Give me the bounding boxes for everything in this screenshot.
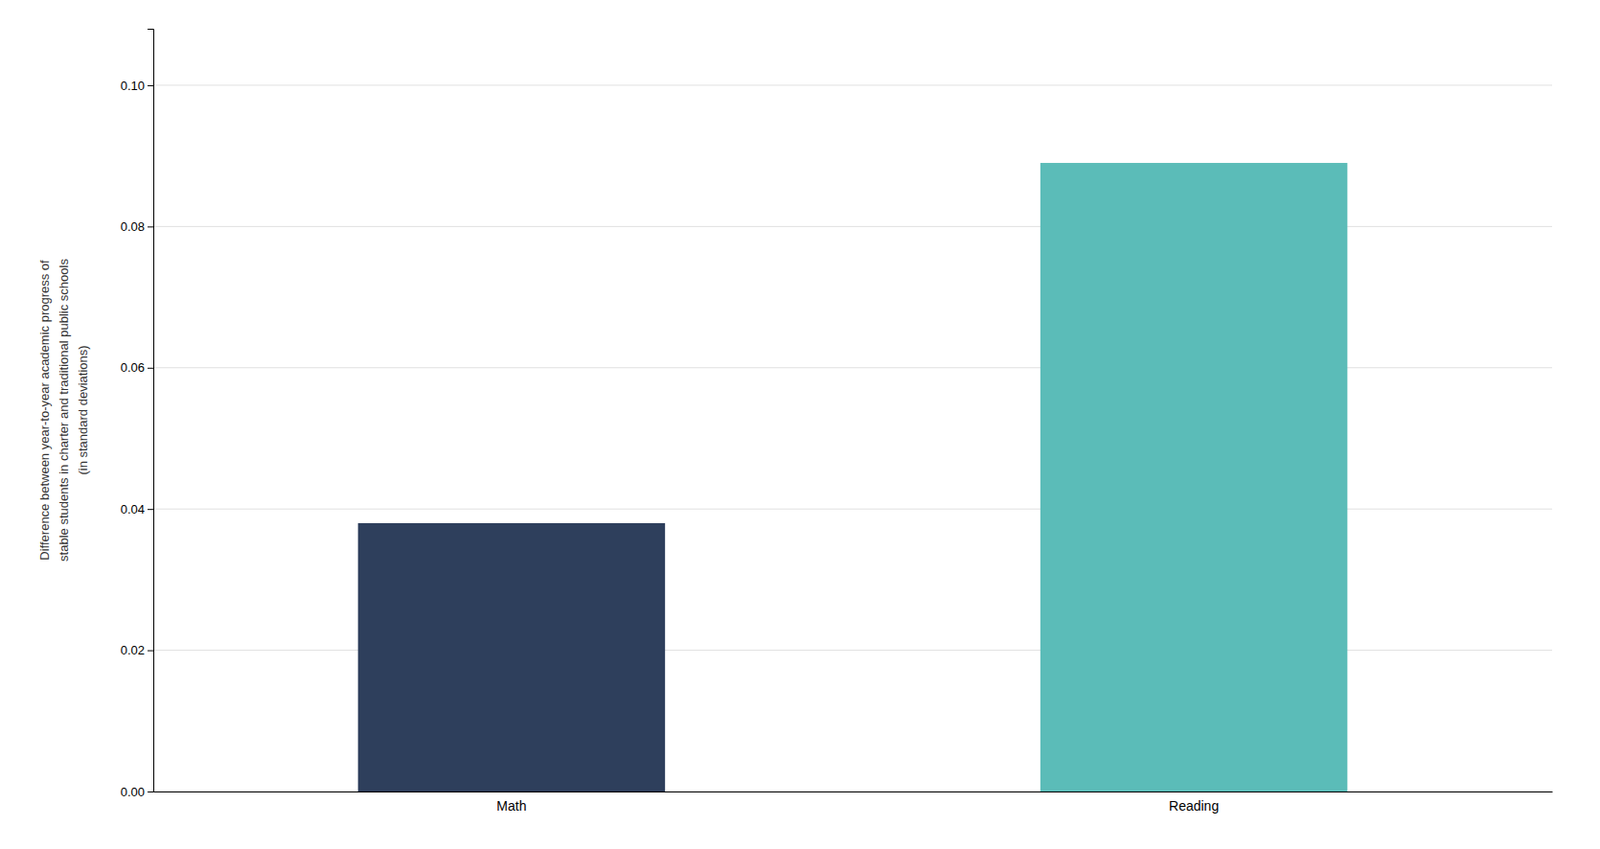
y-tick: 0.02 xyxy=(120,642,154,658)
x-tick: Reading xyxy=(1168,798,1219,814)
y-tick-mark xyxy=(147,367,154,369)
grid xyxy=(153,85,1553,792)
y-tick: 0.06 xyxy=(120,360,154,375)
y-tick-mark xyxy=(147,226,154,228)
y-tick-mark xyxy=(147,508,154,510)
y-tick: 0.10 xyxy=(120,78,154,93)
y-tick-mark xyxy=(147,650,154,652)
y-axis: 0.00 0.02 0.04 0.06 0.08 0.10 xyxy=(120,29,155,800)
y-label: Difference between year-to-year academic… xyxy=(37,258,91,562)
x-tick: Math xyxy=(496,798,526,814)
y-label-line: (in standard deviations) xyxy=(75,344,91,475)
plot-area: 0.00 0.02 0.04 0.06 0.08 0.10 Math Reading xyxy=(120,29,1554,814)
bar xyxy=(358,523,665,792)
y-tick: 0.08 xyxy=(120,219,154,234)
y-tick-mark xyxy=(147,791,154,793)
y-label-line: stable students in charter and tradition… xyxy=(56,258,71,562)
y-tick-label: 0.04 xyxy=(120,502,145,517)
y-tick-label: 0.10 xyxy=(120,78,145,93)
y-tick-label: 0.00 xyxy=(120,784,145,800)
y-label-line: Difference between year-to-year academic… xyxy=(37,259,52,561)
bar xyxy=(1040,162,1348,792)
y-tick: 0.04 xyxy=(120,502,154,517)
x-axis: Math Reading xyxy=(154,792,1554,814)
y-tick-label: 0.02 xyxy=(120,642,145,658)
bars xyxy=(358,162,1349,792)
x-tick-label: Reading xyxy=(1168,798,1219,814)
x-axis-line xyxy=(154,791,1554,793)
x-tick-label: Math xyxy=(496,798,526,814)
y-tick: 0.00 xyxy=(120,784,154,800)
chart-svg: 0.00 0.02 0.04 0.06 0.08 0.10 Math Reading Diffe… xyxy=(0,0,1600,849)
y-axis-line xyxy=(147,29,155,793)
grid-line xyxy=(153,84,1553,86)
y-tick-mark xyxy=(147,85,154,87)
chart-container: 0.00 0.02 0.04 0.06 0.08 0.10 Math Reading Diffe… xyxy=(0,0,1600,849)
y-tick-label: 0.06 xyxy=(120,360,145,375)
y-tick-label: 0.08 xyxy=(120,219,145,234)
